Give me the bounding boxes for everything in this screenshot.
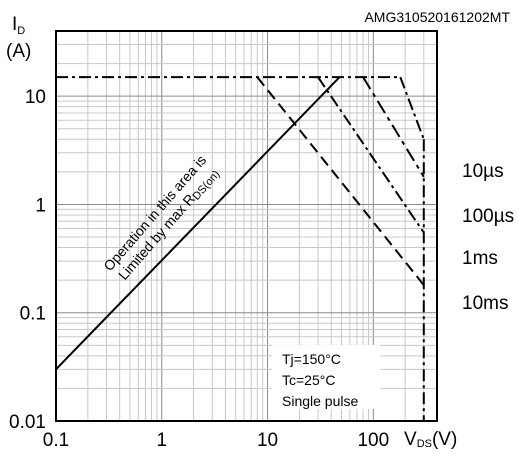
conditions-background [272, 345, 380, 409]
y-axis-label: ID [12, 14, 25, 37]
series-line [317, 76, 425, 234]
plot-frame [55, 30, 438, 422]
chart-code-label: AMG310520161202MT [364, 9, 510, 25]
x-axis-subscript: DS [417, 438, 432, 450]
series-labels: 10µs 100µs 1ms 10ms [462, 161, 514, 314]
y-tick-label: 0.01 [9, 412, 46, 433]
series-line [256, 76, 425, 286]
condition-tj: Tj=150°C [282, 351, 341, 367]
rds-limit-annotation: Operation in this area is Limited by max… [100, 149, 226, 286]
y-axis-symbol: I [12, 14, 17, 35]
condition-pulse: Single pulse [282, 393, 358, 409]
x-axis-label: VDS(V) [404, 429, 457, 450]
x-axis-symbol: V [404, 429, 417, 450]
x-tick-label: 1 [156, 430, 167, 451]
series-label: 1ms [462, 248, 498, 269]
series-label: 100µs [462, 206, 514, 227]
y-tick-label: 0.1 [20, 304, 46, 325]
chart-curves [55, 76, 425, 421]
x-axis-unit: (V) [432, 429, 457, 450]
conditions-box: Tj=150°C Tc=25°C Single pulse [272, 345, 380, 409]
rds-limit-line [55, 76, 341, 370]
series-line [362, 76, 425, 178]
y-tick-label: 10 [25, 87, 46, 108]
x-tick-label: 0.1 [43, 430, 69, 451]
condition-tc: Tc=25°C [282, 372, 335, 388]
series-line [399, 76, 425, 140]
x-tick-label: 100 [357, 430, 389, 451]
series-label: 10µs [462, 161, 504, 182]
rds-note-line2: Limited by max RDS(on) [115, 164, 222, 284]
x-tick-label: 10 [257, 430, 278, 451]
y-axis-subscript: D [17, 25, 25, 37]
y-tick-label: 1 [35, 195, 46, 216]
y-axis-unit: (A) [6, 41, 31, 62]
series-label: 10ms [462, 293, 508, 314]
rds-note-line1: Operation in this area is [100, 152, 209, 274]
